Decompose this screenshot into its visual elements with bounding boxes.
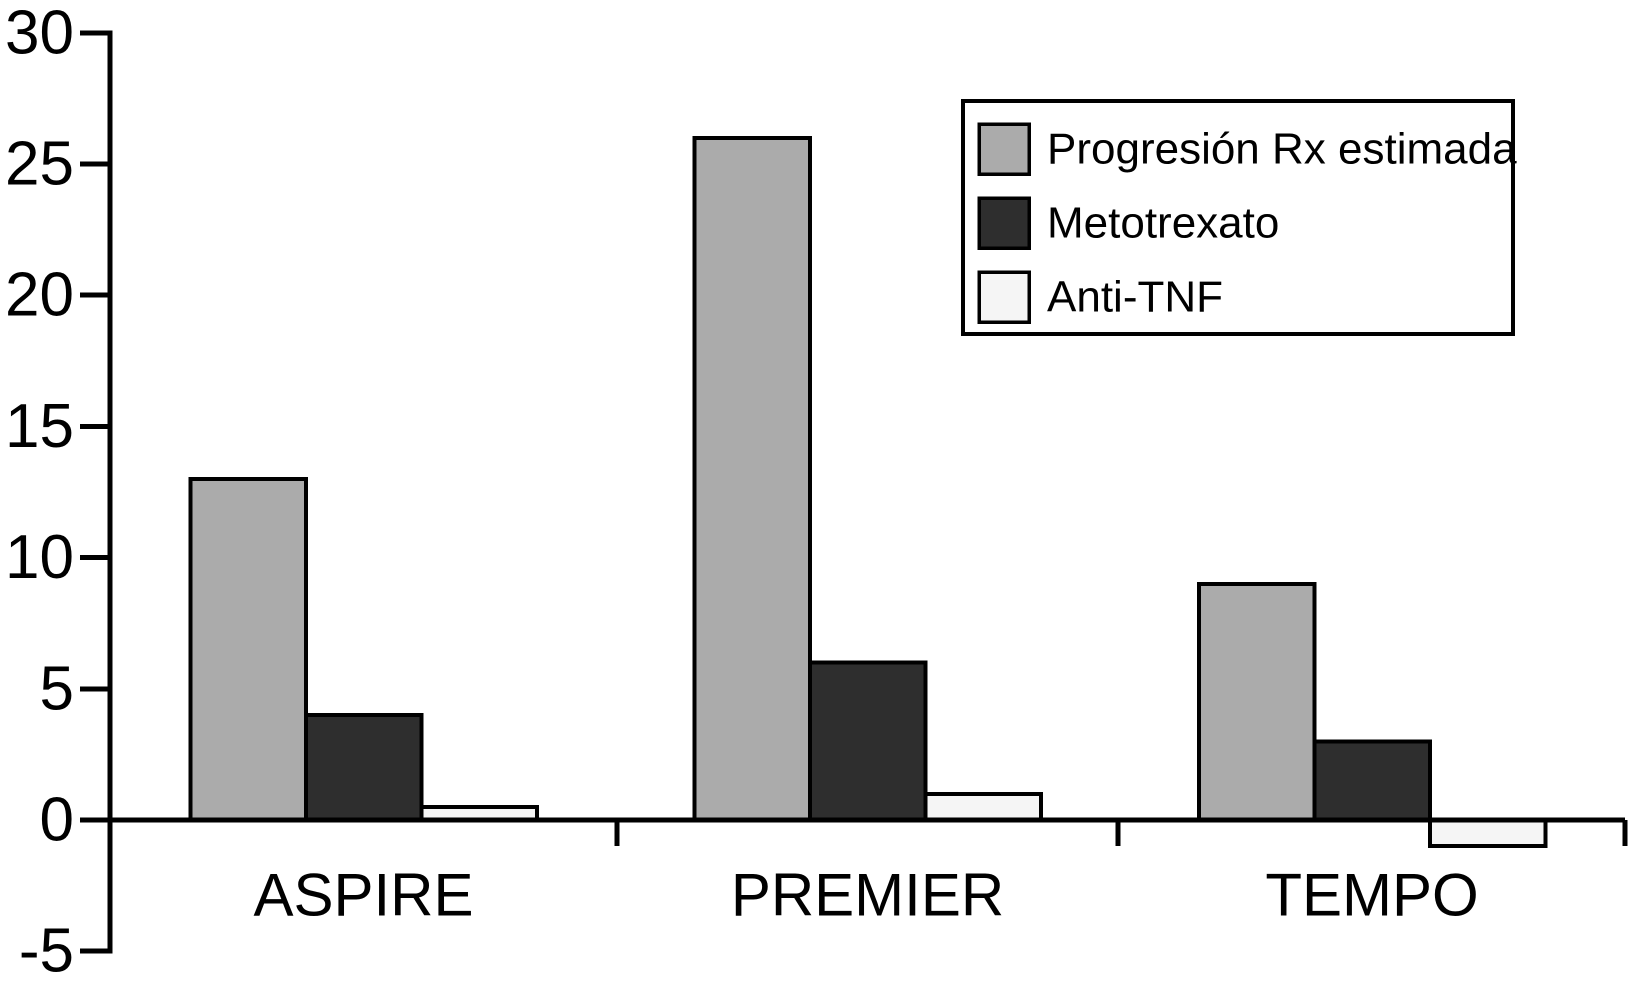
bar-premier-metotrexato bbox=[807, 660, 928, 822]
y-tick-label-5: 5 bbox=[40, 654, 74, 723]
legend-label-metotrexato: Metotrexato bbox=[1047, 199, 1279, 248]
legend-swatch-metotrexato bbox=[977, 196, 1031, 250]
y-tick-label-20: 20 bbox=[5, 261, 74, 330]
legend-label-anti-tnf: Anti-TNF bbox=[1047, 273, 1223, 322]
legend-label-progresion-rx-estimada: Progresión Rx estimada bbox=[1047, 125, 1517, 174]
y-tick-label-5: -5 bbox=[19, 917, 74, 986]
legend-swatch-anti-tnf bbox=[977, 270, 1031, 324]
bar-tempo-metotrexato bbox=[1312, 739, 1432, 823]
legend-box bbox=[961, 99, 1515, 336]
legend-swatch-progresion-rx-estimada bbox=[977, 122, 1031, 176]
bar-aspire-metotrexato bbox=[303, 713, 424, 822]
x-category-label-tempo: TEMPO bbox=[1265, 862, 1478, 929]
y-tick-label-30: 30 bbox=[5, 0, 74, 67]
legend: Progresión Rx estimada Metotrexato Anti-TN… bbox=[961, 99, 1517, 336]
bar-tempo-progresion-rx-estimada bbox=[1196, 581, 1317, 823]
y-tick-label-10: 10 bbox=[5, 523, 74, 592]
x-category-label-premier: PREMIER bbox=[731, 862, 1004, 929]
bar-aspire-progresion-rx-estimada bbox=[188, 476, 308, 822]
x-category-label-aspire: ASPIRE bbox=[253, 862, 473, 929]
y-tick-label-25: 25 bbox=[5, 130, 74, 199]
bar-tempo-anti-tnf bbox=[1427, 818, 1548, 849]
y-tick-label-0: 0 bbox=[40, 786, 74, 855]
bar-premier-anti-tnf bbox=[923, 791, 1043, 823]
y-tick-label-15: 15 bbox=[5, 392, 74, 461]
bar-premier-progresion-rx-estimada bbox=[692, 135, 812, 822]
